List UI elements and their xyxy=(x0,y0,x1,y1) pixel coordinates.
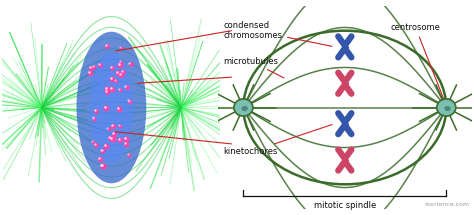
Text: centrosome: centrosome xyxy=(391,23,445,103)
Text: kinetochores: kinetochores xyxy=(223,124,332,157)
Ellipse shape xyxy=(90,52,133,163)
Text: mitotic spindle: mitotic spindle xyxy=(314,201,376,210)
Text: rsscience.com: rsscience.com xyxy=(424,201,469,207)
Ellipse shape xyxy=(234,99,253,116)
Ellipse shape xyxy=(444,106,451,111)
Text: microtubules: microtubules xyxy=(223,57,284,78)
Text: condensed
chromosomes: condensed chromosomes xyxy=(223,21,332,46)
Ellipse shape xyxy=(76,32,146,183)
Ellipse shape xyxy=(437,99,456,116)
Ellipse shape xyxy=(241,106,248,111)
